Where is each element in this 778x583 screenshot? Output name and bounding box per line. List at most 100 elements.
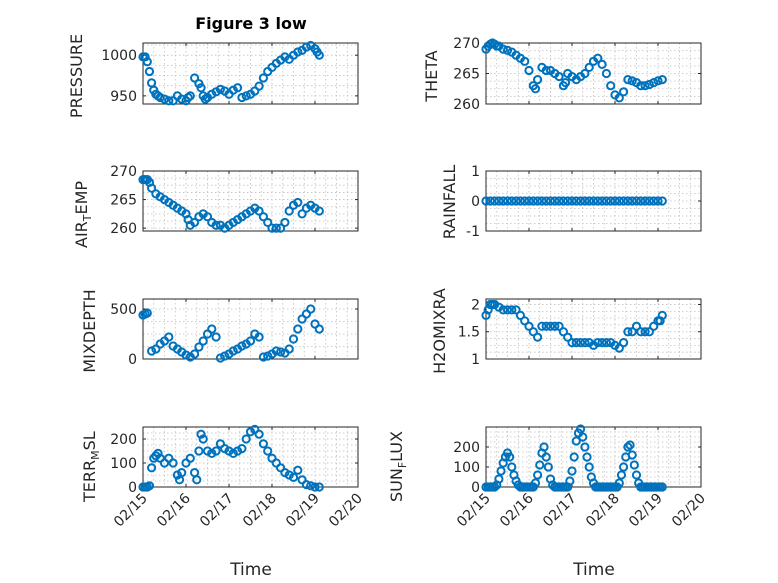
mixdepth-point (245, 336, 256, 346)
sun_flux-point (614, 478, 624, 488)
theta-point (636, 81, 646, 91)
pressure-point (142, 57, 152, 67)
pressure-point (155, 92, 165, 103)
theta-axes: 260 265 270 (453, 36, 702, 113)
sun_flux-point (629, 460, 639, 470)
mixdepth-point (271, 346, 281, 356)
h2omixra-point (502, 305, 513, 315)
sun_flux-point (565, 476, 575, 486)
theta-point (580, 68, 590, 79)
h2omixra-point (619, 338, 629, 348)
rainfall-point (571, 196, 581, 206)
sun_flux-point (578, 432, 588, 442)
mixdepth-point (258, 352, 268, 362)
terr_msl-point (310, 482, 320, 492)
rainfall-point (631, 196, 642, 206)
terr-msl-ylabel: TERRMSL (80, 431, 102, 503)
sun_flux-point (619, 462, 629, 472)
sun_flux-plot-area (486, 427, 701, 487)
h2omixra-point (640, 327, 650, 337)
terr_msl-point (237, 444, 247, 454)
air_temp-point (254, 206, 264, 216)
h2omixra-ylabel: H2OMIXRA (430, 288, 449, 374)
y-tick-label: 260 (110, 221, 137, 237)
sun_flux-point (533, 470, 543, 480)
air_temp-point (280, 217, 290, 228)
y-tick-label: 265 (453, 67, 480, 83)
rainfall-point (588, 196, 599, 206)
rainfall-point (640, 196, 650, 206)
y-tick-label: 1000 (101, 48, 137, 64)
sun_flux-point (505, 452, 515, 462)
terr_msl-point (153, 448, 163, 458)
sun_flux-point (616, 470, 627, 480)
rainfall-point (545, 196, 556, 206)
h2omixra-point (558, 327, 569, 337)
theta-point (606, 81, 616, 91)
y-tick-label: 100 (110, 456, 137, 472)
sun_flux-point (567, 466, 577, 476)
y-tick-label: 1 (471, 164, 480, 180)
pressure-point (140, 52, 150, 62)
theta-point (584, 62, 594, 73)
rainfall-point (520, 196, 530, 206)
pressure-point (301, 42, 311, 52)
rainfall-point (498, 196, 508, 206)
h2omixra-point (593, 338, 603, 348)
theta-point (541, 65, 551, 76)
theta-point (524, 65, 534, 76)
mixdepth-point (276, 347, 286, 357)
theta-plot-area (486, 43, 701, 104)
air_temp-plot-area (143, 171, 358, 231)
rainfall-point (653, 196, 663, 206)
h2omixra-point (567, 338, 577, 348)
theta-point (593, 53, 603, 63)
air-temp-axes: 260 265 270 (110, 164, 359, 237)
sun_flux-point (490, 482, 500, 492)
air_temp-point (284, 206, 294, 216)
rainfall-point (515, 196, 526, 206)
terr_msl-point (288, 472, 299, 482)
h2omixra-point (520, 316, 530, 326)
y-tick-label: 1 (471, 352, 480, 368)
rainfall-point (593, 196, 603, 206)
y-tick-label: 950 (110, 89, 137, 105)
sun_flux-point (627, 450, 637, 460)
theta-point (649, 78, 659, 88)
h2omixra-point (623, 327, 633, 337)
terr_msl-point (194, 446, 204, 456)
rainfall-point (502, 196, 513, 206)
rainfall-point (627, 196, 637, 206)
rainfall-point (563, 196, 573, 206)
air_temp-point (202, 212, 213, 222)
rainfall-point (606, 196, 616, 206)
h2omixra-point (511, 305, 521, 315)
h2omixra-point (524, 321, 534, 331)
mixdepth-point (284, 344, 294, 354)
y-tick-label: 260 (453, 97, 480, 113)
h2omixra-point (550, 321, 560, 331)
pressure-point (159, 94, 170, 104)
sun_flux-point (541, 452, 551, 462)
terr_msl-point (198, 434, 208, 444)
sun_flux-point (543, 462, 553, 472)
h2omixra-point (649, 321, 659, 331)
mixdepth-point (288, 334, 299, 344)
mixdepth-ylabel: MIXDEPTH (80, 289, 99, 372)
h2omixra-point (554, 321, 564, 331)
y-tick-label: 270 (110, 164, 137, 180)
y-tick-label: 265 (110, 193, 137, 209)
h2omixra-point (580, 338, 590, 348)
sun_flux-point (631, 470, 642, 480)
y-tick-label: 100 (453, 460, 480, 476)
h2omixra-axes-frame (485, 298, 702, 360)
rainfall-axes: -1 0 1 (466, 164, 702, 240)
terr_msl-point (147, 463, 157, 473)
figure-title: Figure 3 low (195, 14, 307, 33)
pressure-point (314, 50, 324, 60)
theta-point (498, 44, 508, 54)
rainfall-point (558, 196, 569, 206)
h2omixra-point (657, 310, 667, 320)
y-tick-label: 0 (128, 480, 137, 496)
theta-point (554, 71, 564, 82)
